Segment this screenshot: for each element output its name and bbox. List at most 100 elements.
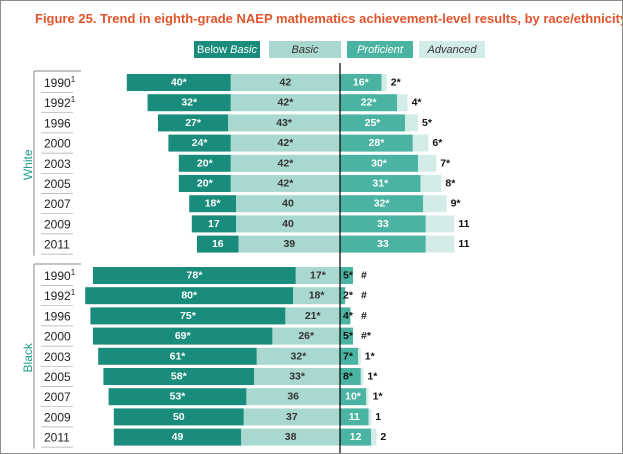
bar-basic [238, 235, 340, 253]
bar-advanced [420, 175, 442, 192]
bar-proficient [340, 154, 418, 172]
label-proficient: 8* [343, 371, 354, 383]
bar-below-basic [93, 327, 273, 345]
legend: Below Basic Basic Proficient Advanced [194, 41, 485, 58]
bar-proficient [340, 307, 351, 325]
label-below-basic: 58* [171, 371, 188, 383]
label-advanced: 1* [367, 371, 378, 383]
bar-proficient [340, 175, 421, 192]
year-label: 19921 [44, 95, 76, 110]
bar-proficient [340, 368, 361, 385]
label-advanced: # [361, 310, 367, 322]
bar-proficient [340, 347, 359, 365]
year-label: 2007 [44, 390, 71, 404]
label-proficient: 25* [365, 117, 382, 129]
bar-below-basic [113, 408, 244, 426]
bar-basic [236, 215, 340, 233]
bar-below-basic [178, 154, 231, 172]
year-label: 19921 [44, 288, 76, 303]
label-basic: 26* [298, 330, 315, 342]
bar-below-basic [85, 287, 294, 305]
label-below-basic: 27* [185, 117, 202, 129]
label-advanced: 6* [432, 137, 443, 149]
legend-label-basic: Basic [292, 44, 319, 56]
legend-swatch-basic [269, 41, 341, 58]
label-advanced: 11 [458, 238, 469, 250]
label-basic: 42* [278, 178, 295, 190]
label-advanced: 1* [365, 350, 376, 362]
bar-below-basic [168, 134, 231, 152]
bar-advanced [360, 368, 364, 385]
label-advanced: # [361, 270, 367, 282]
bar-basic [246, 388, 340, 406]
label-basic: 33* [289, 371, 306, 383]
label-basic: 43* [276, 117, 293, 129]
label-advanced: 1 [375, 411, 381, 423]
label-advanced: 4* [412, 97, 423, 109]
label-advanced: 7* [440, 157, 451, 169]
bar-proficient [340, 74, 382, 91]
label-proficient: 32* [374, 198, 391, 210]
year-label: 2007 [44, 197, 71, 211]
legend-label-proficient: Proficient [357, 44, 404, 56]
label-below-basic: 24* [192, 137, 209, 149]
label-below-basic: 16 [212, 238, 224, 250]
chart-title: Figure 25. Trend in eighth-grade NAEP ma… [35, 11, 622, 26]
label-below-basic: 20* [197, 178, 214, 190]
bar-advanced [366, 388, 369, 406]
year-label: 19901 [44, 268, 76, 283]
label-proficient: 22* [361, 97, 378, 109]
label-proficient: 5* [343, 270, 354, 282]
label-proficient: 10* [345, 391, 362, 403]
bar-basic [272, 327, 340, 345]
bar-below-basic [113, 428, 242, 446]
bars [33, 63, 455, 453]
year-label: 2009 [44, 217, 71, 231]
label-below-basic: 61* [170, 350, 187, 362]
label-below-basic: 18* [205, 198, 222, 210]
bar-basic [254, 368, 340, 385]
bar-below-basic [158, 114, 229, 132]
bar-advanced [381, 74, 387, 91]
bar-basic [230, 134, 340, 152]
label-proficient: 16* [353, 77, 370, 89]
label-advanced: 8* [445, 178, 456, 190]
legend-swatch-below-basic [194, 41, 260, 58]
legend-label-below-basic: Below Basic [197, 44, 257, 56]
bar-advanced [425, 235, 455, 253]
year-label: 2011 [44, 431, 70, 445]
label-basic: 42* [278, 97, 295, 109]
label-basic: 38 [285, 431, 297, 443]
label-proficient: 12 [350, 431, 362, 443]
bar-basic [236, 195, 340, 213]
bar-proficient [340, 195, 424, 213]
bar-proficient [340, 134, 413, 152]
year-label: 2000 [44, 137, 71, 151]
label-below-basic: 50 [173, 411, 185, 423]
label-below-basic: 17 [208, 218, 220, 230]
year-label: 2005 [44, 370, 71, 384]
bar-below-basic [90, 307, 286, 325]
bar-below-basic [189, 195, 236, 213]
label-below-basic: 32* [181, 97, 198, 109]
bar-proficient [340, 327, 353, 345]
label-advanced: # [361, 290, 367, 302]
bar-advanced [425, 215, 455, 233]
label-basic: 17* [310, 270, 327, 282]
bar-advanced [405, 114, 418, 132]
year-label: 2005 [44, 177, 71, 191]
bar-below-basic [178, 175, 231, 192]
bar-proficient [340, 267, 353, 284]
bar-proficient [340, 235, 426, 253]
label-advanced: 11 [458, 218, 469, 230]
year-label: 2003 [44, 157, 71, 171]
label-below-basic: 80* [181, 290, 198, 302]
label-basic: 40 [282, 198, 294, 210]
bar-advanced [418, 154, 437, 172]
bar-proficient [340, 114, 405, 132]
bar-below-basic [126, 74, 231, 91]
label-below-basic: 78* [187, 270, 204, 282]
bar-below-basic [147, 94, 231, 112]
bar-proficient [340, 94, 398, 112]
